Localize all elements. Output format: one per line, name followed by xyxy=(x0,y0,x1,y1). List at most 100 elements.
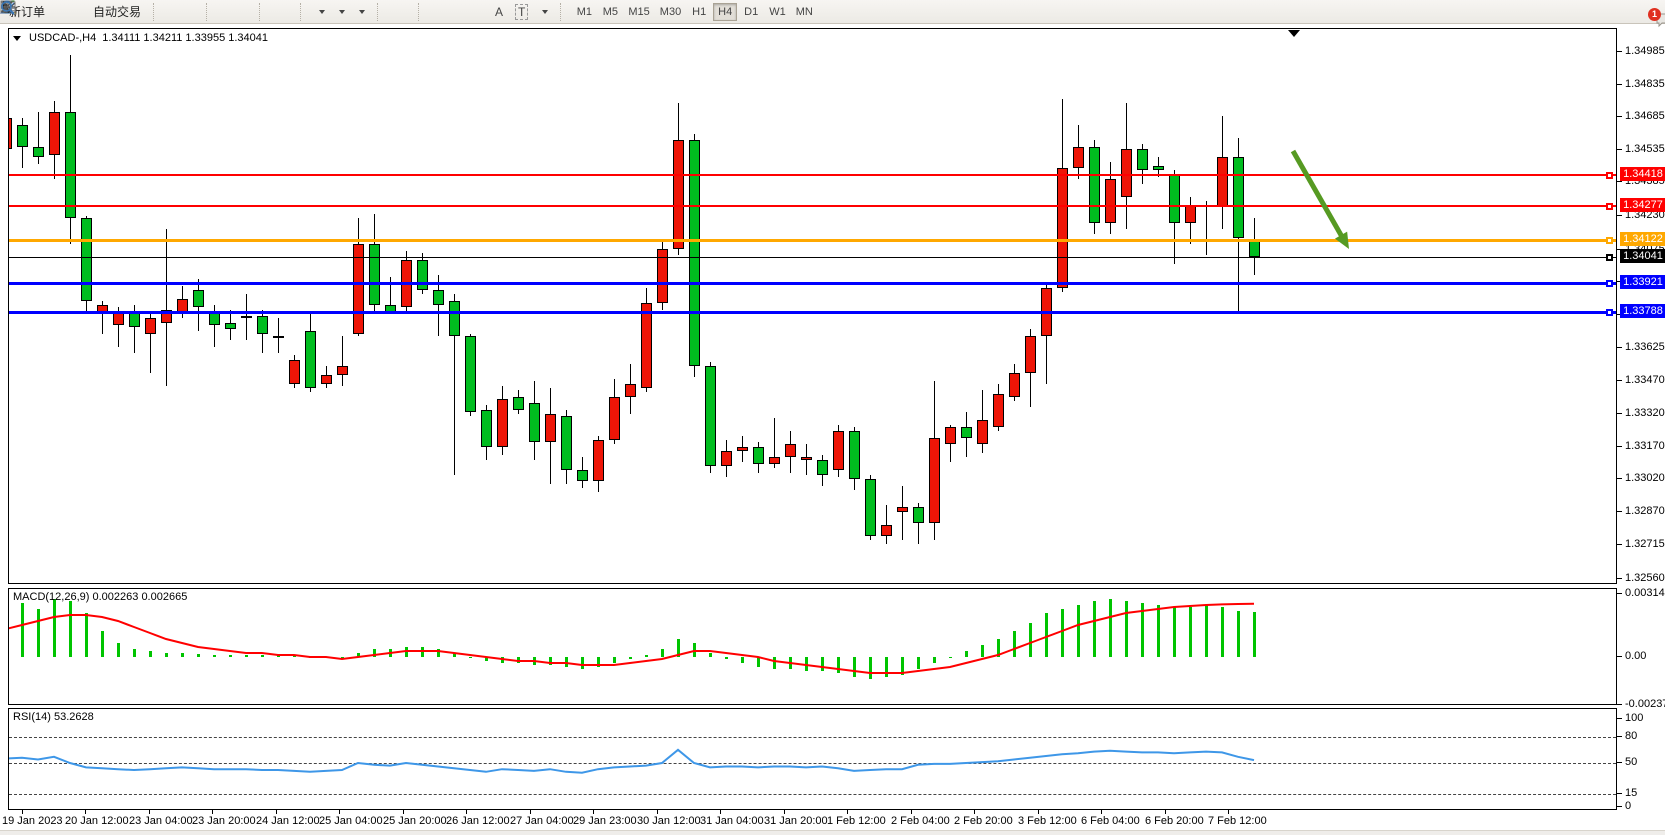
fibonacci-button[interactable]: F xyxy=(1,1,488,23)
time-axis-label[interactable]: 2 Feb 04:00 xyxy=(891,815,950,827)
vline-button[interactable] xyxy=(4,1,440,23)
hline-anchor[interactable] xyxy=(1606,309,1613,317)
hline-button[interactable] xyxy=(1,1,452,23)
time-axis-label[interactable]: 27 Jan 04:00 xyxy=(510,815,574,827)
price-axis-label: 1.33470 xyxy=(1625,374,1665,387)
time-axis-label[interactable]: 31 Jan 20:00 xyxy=(764,815,828,827)
macd-pane[interactable]: MACD(12,26,9) 0.002263 0.002665 xyxy=(8,588,1617,705)
time-axis-label[interactable]: 25 Jan 04:00 xyxy=(319,815,383,827)
price-axis-tickmark xyxy=(1617,51,1622,52)
timeframe-m30[interactable]: M30 xyxy=(656,3,685,21)
price-hline[interactable] xyxy=(9,238,1616,242)
chart-arrange-left-button[interactable] xyxy=(0,1,281,23)
macd-main-value: 0.002263 xyxy=(92,591,139,603)
chart-arrange-right-button[interactable] xyxy=(0,1,293,23)
gold-button[interactable] xyxy=(0,1,62,23)
macd-axis-label: 0.00 xyxy=(1625,650,1647,662)
rsi-axis-label: 50 xyxy=(1625,756,1638,768)
price-hline[interactable] xyxy=(9,204,1616,207)
timeframe-h4[interactable]: H4 xyxy=(713,2,738,21)
template-dropdown[interactable] xyxy=(0,1,370,23)
candle-body xyxy=(657,248,668,304)
candle-body xyxy=(513,396,524,410)
candle-body xyxy=(913,507,924,523)
cursor-button[interactable] xyxy=(3,1,399,23)
zoom-in-button[interactable] xyxy=(1,1,228,23)
time-axis-label[interactable]: 6 Feb 20:00 xyxy=(1145,815,1204,827)
time-axis-tickmark xyxy=(339,810,340,814)
main-chart-pane[interactable]: USDCAD-,H4 1.34111 1.34211 1.33955 1.340… xyxy=(8,28,1617,584)
text-button[interactable]: A xyxy=(490,1,508,23)
timeframe-mn[interactable]: MN xyxy=(792,3,817,21)
candle-body xyxy=(241,316,252,319)
time-axis-label[interactable]: 23 Jan 04:00 xyxy=(129,815,193,827)
time-axis-label[interactable]: 6 Feb 04:00 xyxy=(1081,815,1140,827)
zoom-out-button[interactable] xyxy=(1,1,240,23)
candle-body xyxy=(705,366,716,467)
candlestick-chart-button[interactable] xyxy=(1,1,187,23)
price-hline[interactable] xyxy=(9,257,1616,259)
time-axis-label[interactable]: 1 Feb 12:00 xyxy=(827,815,886,827)
candle-body xyxy=(81,218,92,301)
channel-button[interactable]: E xyxy=(0,1,476,23)
time-axis-label[interactable]: 19 Jan 2023 xyxy=(2,815,63,827)
label-button[interactable]: T xyxy=(510,1,533,23)
collapse-triangle-icon[interactable] xyxy=(13,35,21,41)
price-axis-tickmark xyxy=(1617,215,1622,217)
profile-button[interactable] xyxy=(0,0,74,23)
macd-bar xyxy=(165,653,168,657)
signals-button[interactable] xyxy=(0,1,86,23)
line-chart-button[interactable] xyxy=(0,1,199,23)
bar-chart-button[interactable] xyxy=(2,1,175,23)
macd-bar xyxy=(757,657,760,667)
price-hline[interactable] xyxy=(9,282,1616,286)
time-axis-label[interactable]: 31 Jan 04:00 xyxy=(700,815,764,827)
time-axis-label[interactable]: 25 Jan 20:00 xyxy=(383,815,447,827)
new-order-button[interactable]: 新订单 xyxy=(1,0,50,23)
timeframe-w1[interactable]: W1 xyxy=(765,3,790,21)
time-axis-label[interactable]: 7 Feb 12:00 xyxy=(1208,815,1267,827)
price-axis-label: 1.33020 xyxy=(1625,472,1665,485)
toolbar-separator xyxy=(153,2,160,21)
candle-body xyxy=(17,124,28,147)
candle-wick xyxy=(438,274,439,336)
toolbar-separator xyxy=(300,2,307,21)
timeframe-m5[interactable]: M5 xyxy=(598,3,622,21)
new-chart-dropdown[interactable] xyxy=(0,0,330,23)
price-axis-tickmark xyxy=(1617,248,1622,250)
period-dropdown[interactable] xyxy=(0,0,350,23)
macd-bar xyxy=(629,657,632,659)
rsi-pane[interactable]: RSI(14) 53.2628 xyxy=(8,708,1617,810)
crosshair-button[interactable] xyxy=(1,1,411,23)
hline-anchor[interactable] xyxy=(1606,172,1613,180)
autotrading-button[interactable]: 自动交易 xyxy=(2,0,146,23)
time-axis-label[interactable]: 29 Jan 23:00 xyxy=(573,815,637,827)
hline-anchor[interactable] xyxy=(1606,236,1613,244)
time-axis-label[interactable]: 20 Jan 12:00 xyxy=(65,815,129,827)
arrow-annotation[interactable] xyxy=(9,29,1616,583)
timeframe-m15[interactable]: M15 xyxy=(624,3,653,21)
time-axis-tickmark xyxy=(1038,810,1039,814)
timeframe-h1[interactable]: H1 xyxy=(687,3,711,21)
chart-shift-marker[interactable] xyxy=(1288,30,1300,37)
time-axis-label[interactable]: 2 Feb 20:00 xyxy=(954,815,1013,827)
time-axis-label[interactable]: 3 Feb 12:00 xyxy=(1018,815,1077,827)
time-axis-tickmark xyxy=(1101,810,1102,814)
horizontal-scrollbar[interactable] xyxy=(0,830,1665,835)
shapes-dropdown[interactable] xyxy=(1,1,553,23)
hline-anchor[interactable] xyxy=(1606,280,1613,288)
time-axis-label[interactable]: 26 Jan 12:00 xyxy=(446,815,510,827)
price-hline[interactable] xyxy=(9,174,1616,177)
tile-windows-button[interactable] xyxy=(0,0,252,23)
hline-anchor[interactable] xyxy=(1606,254,1613,262)
trendline-button[interactable] xyxy=(1,1,464,23)
timeframe-m1[interactable]: M1 xyxy=(572,3,596,21)
candle-wick xyxy=(118,307,119,347)
time-axis-label[interactable]: 30 Jan 12:00 xyxy=(637,815,701,827)
hline-anchor[interactable] xyxy=(1606,202,1613,210)
price-hline[interactable] xyxy=(9,311,1616,315)
time-axis-label[interactable]: 23 Jan 20:00 xyxy=(192,815,256,827)
macd-bar xyxy=(613,657,616,663)
timeframe-d1[interactable]: D1 xyxy=(739,3,763,21)
time-axis-label[interactable]: 24 Jan 12:00 xyxy=(256,815,320,827)
